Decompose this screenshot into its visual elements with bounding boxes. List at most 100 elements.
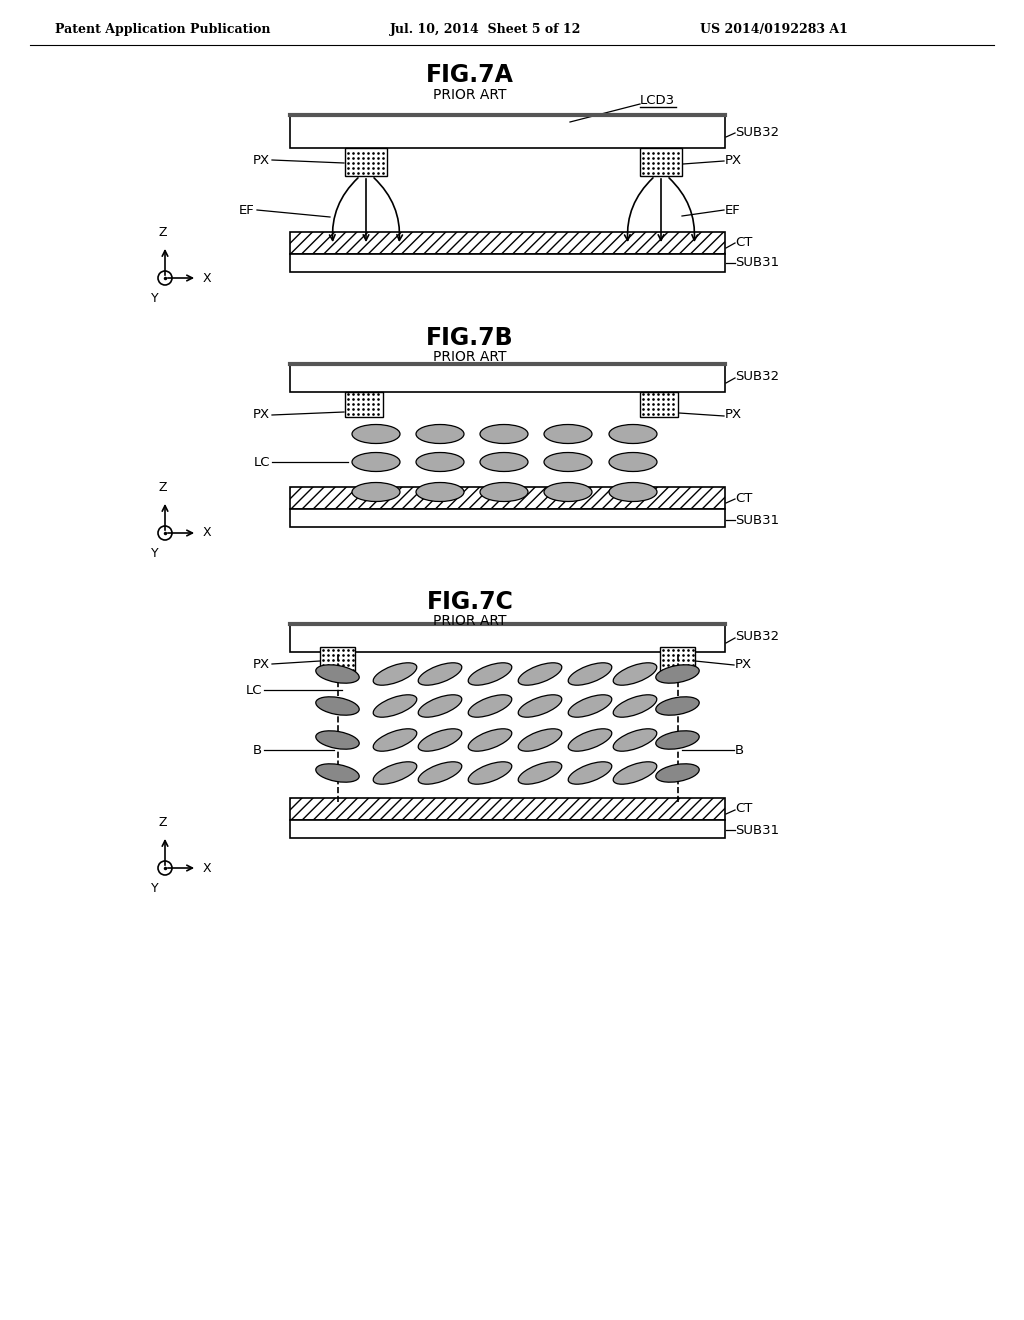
Ellipse shape	[315, 731, 359, 750]
Ellipse shape	[418, 694, 462, 717]
Text: X: X	[203, 527, 212, 540]
Ellipse shape	[568, 694, 611, 717]
Ellipse shape	[416, 453, 464, 471]
Ellipse shape	[613, 729, 656, 751]
Text: SUB32: SUB32	[735, 371, 779, 384]
Ellipse shape	[373, 663, 417, 685]
Text: US 2014/0192283 A1: US 2014/0192283 A1	[700, 24, 848, 37]
Text: PRIOR ART: PRIOR ART	[433, 350, 507, 364]
Ellipse shape	[518, 729, 562, 751]
Text: SUB31: SUB31	[735, 256, 779, 269]
Bar	[290, 253, 725, 272]
Ellipse shape	[418, 729, 462, 751]
Text: SUB31: SUB31	[735, 513, 779, 527]
Text: CT: CT	[735, 803, 753, 816]
Ellipse shape	[544, 425, 592, 444]
Text: Z: Z	[159, 480, 167, 494]
Ellipse shape	[315, 697, 359, 715]
Text: PX: PX	[725, 408, 742, 421]
Bar	[290, 364, 725, 392]
Text: FIG.7C: FIG.7C	[427, 590, 513, 614]
Ellipse shape	[352, 483, 400, 502]
Text: PRIOR ART: PRIOR ART	[433, 88, 507, 102]
Text: Z: Z	[159, 226, 167, 239]
Text: Y: Y	[152, 292, 159, 305]
Ellipse shape	[418, 663, 462, 685]
Text: PX: PX	[735, 657, 752, 671]
Ellipse shape	[609, 425, 657, 444]
Bar	[640, 392, 678, 417]
Ellipse shape	[568, 729, 611, 751]
Ellipse shape	[468, 663, 512, 685]
Ellipse shape	[655, 665, 699, 684]
Text: PX: PX	[725, 153, 742, 166]
Ellipse shape	[544, 483, 592, 502]
Ellipse shape	[468, 762, 512, 784]
Ellipse shape	[480, 483, 528, 502]
Text: EF: EF	[725, 203, 740, 216]
Text: FIG.7A: FIG.7A	[426, 63, 514, 87]
Ellipse shape	[518, 762, 562, 784]
Bar	[290, 820, 725, 838]
Ellipse shape	[352, 453, 400, 471]
Text: CT: CT	[735, 235, 753, 248]
Text: PX: PX	[253, 408, 270, 421]
Ellipse shape	[544, 453, 592, 471]
Text: X: X	[203, 272, 212, 285]
Ellipse shape	[613, 694, 656, 717]
Bar	[290, 799, 725, 820]
Text: LC: LC	[246, 684, 262, 697]
Ellipse shape	[352, 425, 400, 444]
Bar	[290, 232, 725, 253]
Ellipse shape	[613, 663, 656, 685]
Text: Y: Y	[152, 546, 159, 560]
Bar	[290, 487, 725, 510]
Text: SUB31: SUB31	[735, 824, 779, 837]
Ellipse shape	[609, 483, 657, 502]
Ellipse shape	[568, 762, 611, 784]
Bar	[290, 510, 725, 527]
Ellipse shape	[568, 663, 611, 685]
Ellipse shape	[315, 665, 359, 684]
Bar	[640, 148, 682, 176]
Bar	[345, 392, 383, 417]
Ellipse shape	[373, 762, 417, 784]
Ellipse shape	[373, 729, 417, 751]
Text: PX: PX	[253, 153, 270, 166]
Text: Patent Application Publication: Patent Application Publication	[55, 24, 270, 37]
Ellipse shape	[609, 453, 657, 471]
Ellipse shape	[416, 425, 464, 444]
Ellipse shape	[518, 663, 562, 685]
Text: Jul. 10, 2014  Sheet 5 of 12: Jul. 10, 2014 Sheet 5 of 12	[390, 24, 582, 37]
Ellipse shape	[655, 764, 699, 783]
Bar	[345, 148, 387, 176]
Ellipse shape	[315, 764, 359, 783]
Text: Z: Z	[159, 816, 167, 829]
Text: X: X	[203, 862, 212, 874]
Ellipse shape	[373, 694, 417, 717]
Text: SUB32: SUB32	[735, 125, 779, 139]
Bar	[319, 647, 355, 673]
Bar	[290, 115, 725, 148]
Ellipse shape	[613, 762, 656, 784]
Ellipse shape	[480, 425, 528, 444]
Ellipse shape	[655, 731, 699, 750]
Ellipse shape	[416, 483, 464, 502]
Text: LCD3: LCD3	[640, 94, 675, 107]
Ellipse shape	[418, 762, 462, 784]
Text: Y: Y	[152, 882, 159, 895]
Ellipse shape	[468, 729, 512, 751]
Ellipse shape	[655, 697, 699, 715]
Text: PRIOR ART: PRIOR ART	[433, 614, 507, 628]
Bar	[660, 647, 695, 673]
Text: EF: EF	[240, 203, 255, 216]
Ellipse shape	[468, 694, 512, 717]
Text: FIG.7B: FIG.7B	[426, 326, 514, 350]
Text: B: B	[735, 743, 744, 756]
Text: CT: CT	[735, 491, 753, 504]
Text: SUB32: SUB32	[735, 631, 779, 644]
Text: LC: LC	[254, 455, 270, 469]
Text: B: B	[253, 743, 262, 756]
Text: PX: PX	[253, 657, 270, 671]
Ellipse shape	[480, 453, 528, 471]
